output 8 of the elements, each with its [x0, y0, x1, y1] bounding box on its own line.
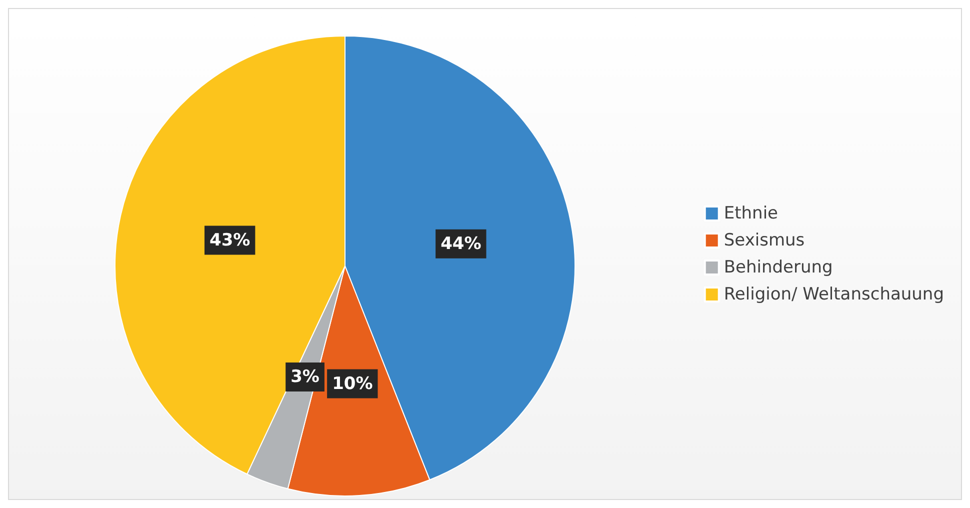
legend-label: Sexismus: [724, 230, 805, 250]
legend-label: Ethnie: [724, 204, 778, 224]
data-label: 43%: [209, 230, 250, 250]
data-label: 3%: [290, 367, 320, 388]
data-label: 44%: [440, 234, 482, 254]
legend-label: Religion/ Weltanschauung: [724, 284, 944, 304]
legend-label: Behinderung: [724, 258, 833, 278]
data-label: 10%: [332, 374, 373, 394]
